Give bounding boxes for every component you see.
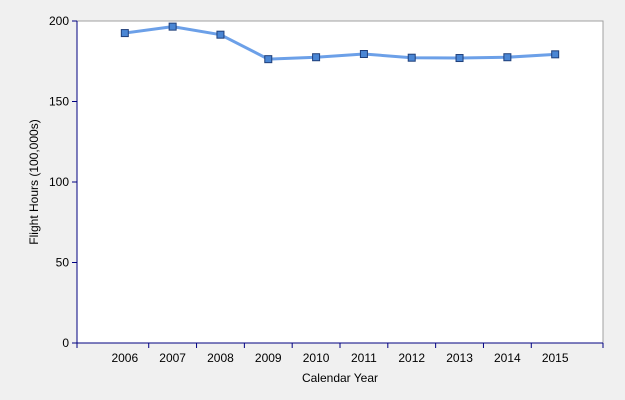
data-point-marker [120,29,129,38]
series-group [120,22,560,64]
data-point-marker [407,53,416,62]
x-tick-label: 2010 [303,351,330,365]
x-tick-label: 2011 [351,351,377,365]
x-tick-label: 2013 [446,351,473,365]
x-axis: 2006 2007 2008 2009 2010 2011 2012 2013 2014 2015 [76,342,604,365]
data-point-marker [551,50,560,59]
y-axis: 0 50 100 150 200 [49,14,78,350]
x-tick-label: 2008 [207,351,234,365]
x-tick-label: 2007 [159,351,186,365]
x-tick-label: 2015 [542,351,569,365]
x-tick-label: 2014 [494,351,521,365]
data-point-marker [216,30,225,39]
y-tick-label: 100 [49,175,69,189]
data-point-marker [168,22,177,31]
x-tick-label: 2012 [398,351,425,365]
data-point-marker [264,55,273,64]
data-point-marker [312,53,321,62]
x-tick-label: 2009 [255,351,282,365]
y-tick-label: 150 [49,95,69,109]
y-tick-label: 200 [49,14,69,28]
plot-area [76,20,604,344]
x-axis-title: Calendar Year [302,371,378,385]
data-point-marker [359,50,368,59]
y-tick-label: 0 [62,336,69,350]
data-point-marker [455,54,464,63]
series-line [124,25,556,61]
y-tick-label: 50 [56,256,70,270]
data-point-marker [503,53,512,62]
y-axis-title: Flight Hours (100,000s) [27,119,41,244]
x-tick-label: 2006 [111,351,138,365]
